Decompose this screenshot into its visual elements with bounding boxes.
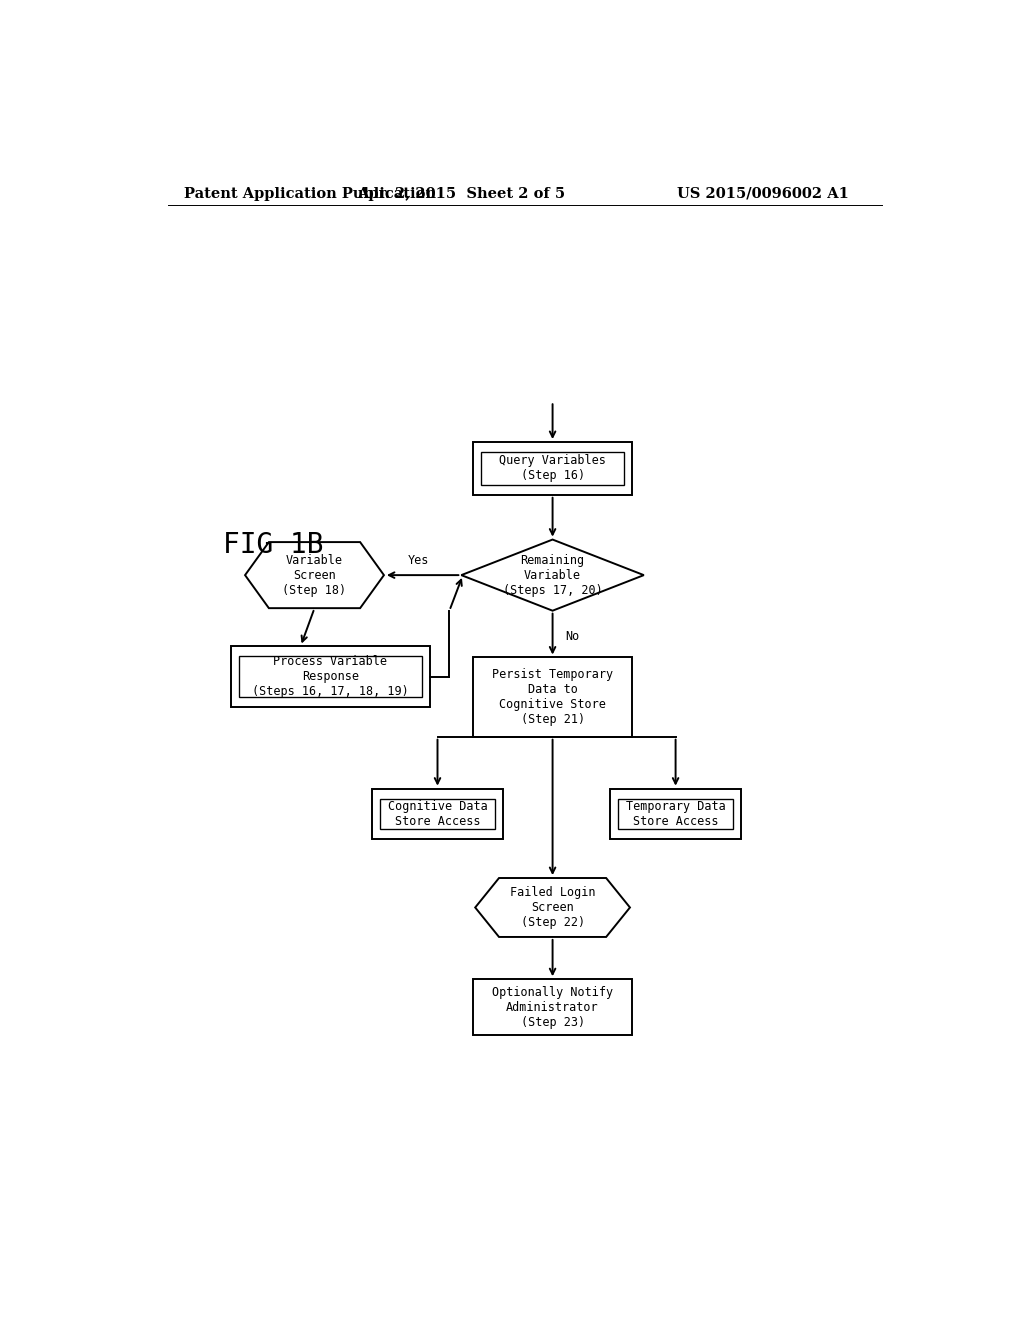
Polygon shape (462, 540, 644, 611)
Text: Temporary Data
Store Access: Temporary Data Store Access (626, 800, 725, 828)
Text: FIG 1B: FIG 1B (223, 531, 324, 558)
Text: Query Variables
(Step 16): Query Variables (Step 16) (499, 454, 606, 482)
FancyBboxPatch shape (372, 788, 503, 840)
Text: Yes: Yes (408, 554, 429, 568)
Polygon shape (475, 878, 630, 937)
Text: Patent Application Publication: Patent Application Publication (183, 187, 435, 201)
Text: Optionally Notify
Administrator
(Step 23): Optionally Notify Administrator (Step 23… (492, 986, 613, 1028)
Text: No: No (565, 630, 580, 643)
FancyBboxPatch shape (473, 657, 632, 737)
Text: Failed Login
Screen
(Step 22): Failed Login Screen (Step 22) (510, 886, 595, 929)
Text: Cognitive Data
Store Access: Cognitive Data Store Access (388, 800, 487, 828)
Text: Process Variable
Response
(Steps 16, 17, 18, 19): Process Variable Response (Steps 16, 17,… (252, 655, 409, 698)
Text: Persist Temporary
Data to
Cognitive Store
(Step 21): Persist Temporary Data to Cognitive Stor… (492, 668, 613, 726)
Text: Variable
Screen
(Step 18): Variable Screen (Step 18) (283, 553, 346, 597)
Text: Apr. 2, 2015  Sheet 2 of 5: Apr. 2, 2015 Sheet 2 of 5 (357, 187, 565, 201)
FancyBboxPatch shape (610, 788, 741, 840)
FancyBboxPatch shape (231, 647, 430, 708)
Polygon shape (245, 543, 384, 609)
Text: Remaining
Variable
(Steps 17, 20): Remaining Variable (Steps 17, 20) (503, 553, 602, 597)
FancyBboxPatch shape (473, 442, 632, 495)
Text: US 2015/0096002 A1: US 2015/0096002 A1 (677, 187, 849, 201)
FancyBboxPatch shape (473, 979, 632, 1035)
